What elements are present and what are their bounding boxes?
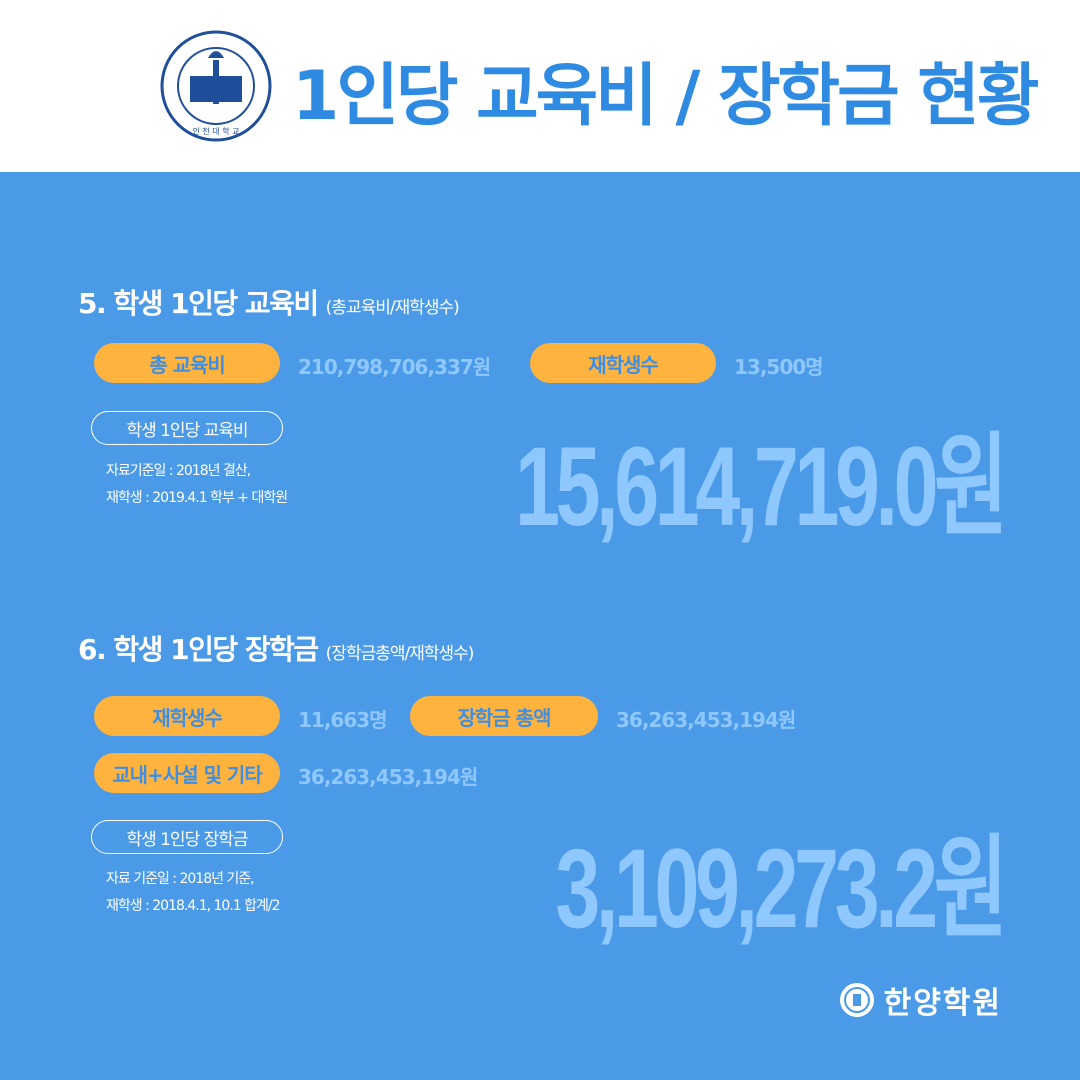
page-title: 1인당 교육비 / 장학금 현황 — [292, 57, 1039, 136]
section-5-title: 5. 학생 1인당 교육비 (총교육비/재학생수) — [78, 282, 460, 322]
section-subtitle: (총교육비/재학생수) — [325, 298, 460, 318]
per-student-scholarship-label: 학생 1인당 장학금 — [91, 820, 283, 854]
scholarship-total-value: 36,263,453,194원 — [616, 708, 796, 732]
section-subtitle: (장학금총액/재학생수) — [325, 644, 475, 664]
per-student-cost-label: 학생 1인당 교육비 — [91, 411, 283, 445]
section-title-text: 5. 학생 1인당 교육비 — [78, 287, 319, 320]
total-education-cost-label: 총 교육비 — [94, 343, 280, 383]
note-line: 재학생 : 2019.4.1 학부 + 대학원 — [106, 490, 288, 506]
other-scholarship-label: 교내+사설 및 기타 — [94, 753, 280, 793]
brand-name: 한양학원 — [883, 986, 1002, 1021]
section-6-title: 6. 학생 1인당 장학금 (장학금총액/재학생수) — [78, 628, 475, 668]
header: 인 천 대 학 교 1인당 교육비 / 장학금 현황 — [0, 0, 1080, 172]
hanyang-seal-icon — [839, 983, 874, 1017]
students-value: 13,500명 — [734, 355, 824, 379]
per-student-scholarship-value: 3,109,273.2원 — [555, 826, 1009, 951]
total-education-cost-value: 210,798,706,337원 — [298, 355, 491, 379]
main-panel: 5. 학생 1인당 교육비 (총교육비/재학생수) 총 교육비 210,798,7… — [0, 172, 1080, 1080]
source-note: 자료 기준일 : 2018년 기준, 재학생 : 2018.4.1, 10.1 합… — [106, 866, 281, 920]
university-seal-logo: 인 천 대 학 교 — [160, 30, 272, 142]
students-label: 재학생수 — [530, 343, 716, 383]
students-value: 11,663명 — [298, 708, 388, 732]
scholarship-total-label: 장학금 총액 — [410, 696, 598, 736]
other-scholarship-value: 36,263,453,194원 — [298, 765, 478, 789]
svg-text:인 천 대 학 교: 인 천 대 학 교 — [193, 126, 240, 136]
note-line: 재학생 : 2018.4.1, 10.1 합계/2 — [106, 898, 281, 914]
per-student-cost-value: 15,614,719.0원 — [515, 424, 1008, 549]
note-line: 자료기준일 : 2018년 결산, — [106, 463, 251, 479]
note-line: 자료 기준일 : 2018년 기준, — [106, 871, 255, 887]
source-note: 자료기준일 : 2018년 결산, 재학생 : 2019.4.1 학부 + 대학원 — [106, 458, 288, 512]
footer-brand: 한양학원 — [838, 978, 1002, 1022]
section-title-text: 6. 학생 1인당 장학금 — [78, 633, 319, 666]
students-label: 재학생수 — [94, 696, 280, 736]
